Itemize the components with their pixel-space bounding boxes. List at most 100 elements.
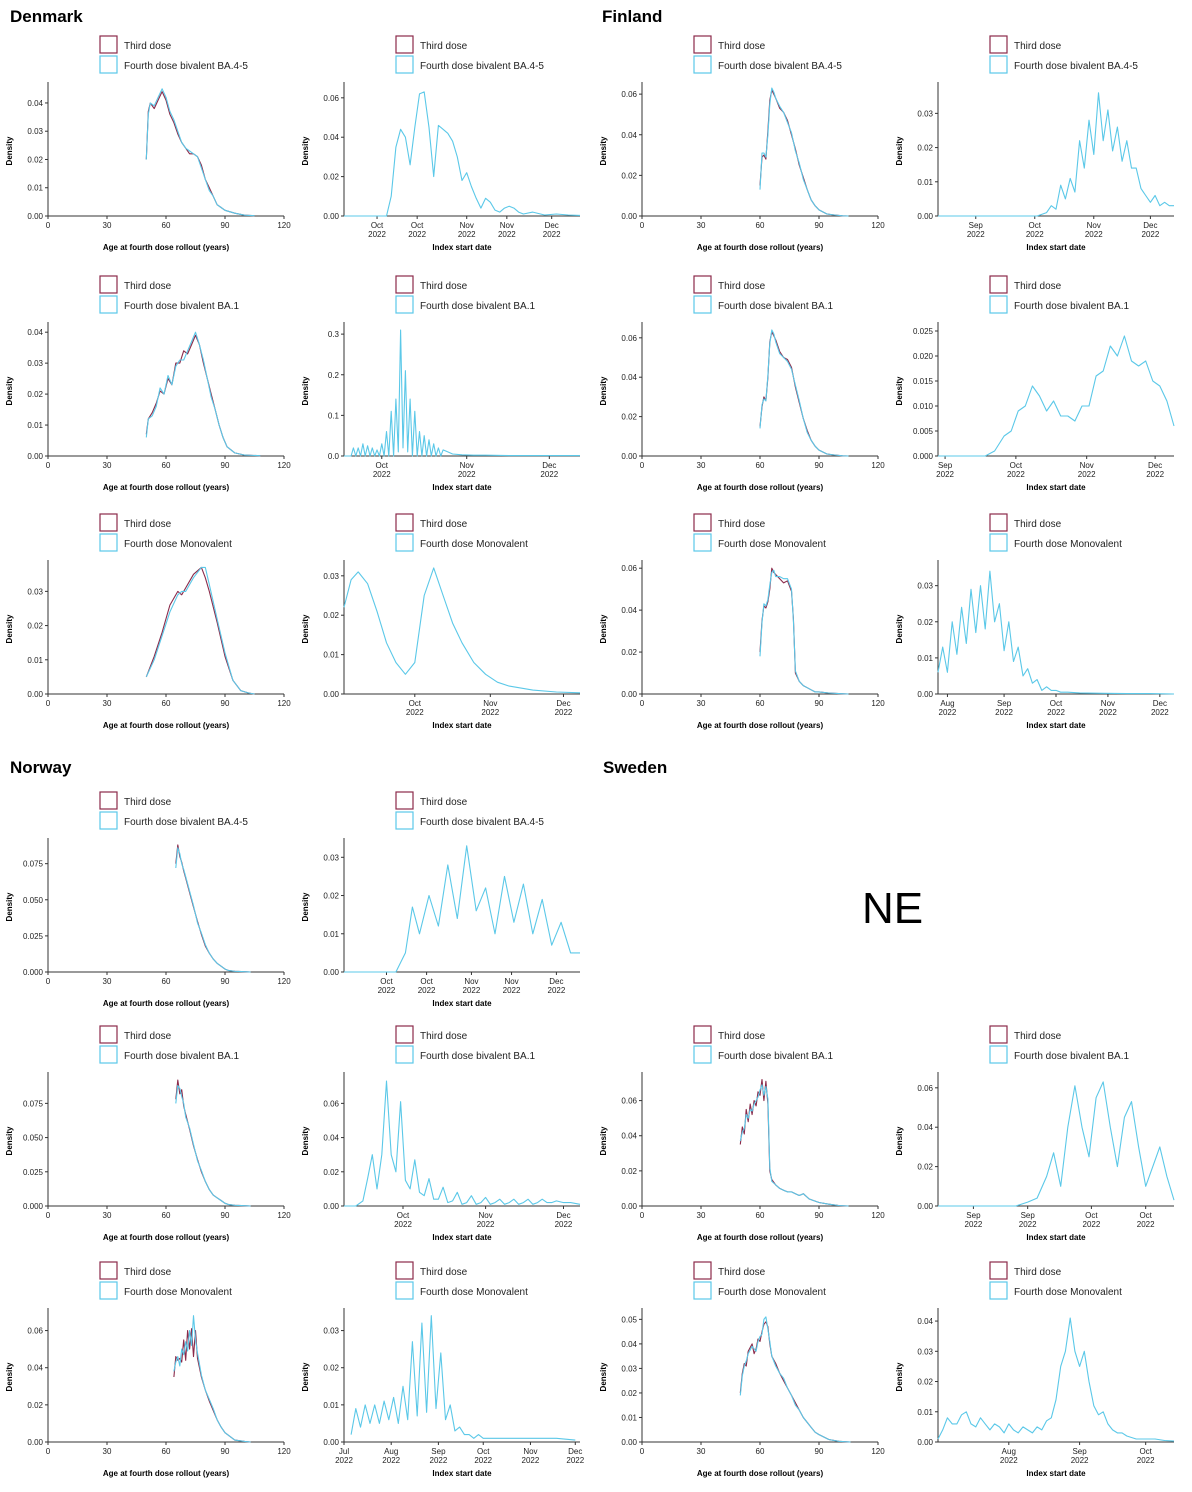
y-axis-label: Density [5, 1126, 14, 1155]
x-tick-label: Oct [380, 977, 393, 986]
legend-item-fourth-dose: Fourth dose bivalent BA.4-5 [693, 55, 842, 74]
x-tick-label: 2022 [936, 470, 954, 479]
legend-label: Third dose [718, 1267, 766, 1278]
x-tick-label: 2022 [1146, 470, 1164, 479]
y-tick-label: 0.06 [621, 564, 637, 573]
series-line-fourth-dose [145, 88, 255, 217]
legend-swatch [989, 513, 1008, 532]
x-tick-label: 90 [221, 461, 230, 470]
y-tick-label: 0.000 [23, 968, 44, 977]
x-tick-label: 2022 [543, 230, 561, 239]
series-line-third-dose [145, 566, 255, 695]
legend-item-fourth-dose: Fourth dose bivalent BA.1 [99, 1045, 240, 1064]
chart-svg: Third dose Fourth dose bivalent BA.4-5 0.0… [5, 791, 291, 1008]
x-tick-label: 2022 [967, 230, 985, 239]
series-line-third-dose [145, 91, 255, 217]
y-tick-label: 0.00 [621, 690, 637, 699]
x-tick-label: 90 [221, 699, 230, 708]
legend-label: Third dose [420, 1031, 468, 1042]
x-axis-label: Age at fourth dose rollout (years) [697, 483, 824, 492]
x-tick-label: 120 [277, 977, 291, 986]
x-tick-label: 2022 [1142, 230, 1160, 239]
x-tick-label: 30 [103, 699, 112, 708]
legend-swatch [99, 55, 118, 74]
x-tick-label: 60 [162, 1211, 171, 1220]
legend-swatch [693, 275, 712, 294]
y-tick-label: 0.06 [27, 1327, 43, 1336]
series-line-fourth-dose [173, 1315, 251, 1443]
x-tick-label: 120 [277, 699, 291, 708]
y-tick-label: 0.00 [323, 1438, 339, 1447]
y-tick-label: 0.02 [917, 618, 933, 627]
legend-swatch [99, 275, 118, 294]
x-axis-label: Index start date [1026, 1469, 1086, 1478]
chart-svg: Third dose Fourth dose Monovalent 0.00 0.01… [895, 513, 1175, 730]
series-line-fourth-dose [938, 335, 1175, 457]
x-tick-label: Jul [339, 1447, 349, 1456]
x-tick-label: 2022 [1083, 1220, 1101, 1229]
x-tick-label: Oct [371, 221, 384, 230]
legend-swatch [693, 1261, 712, 1280]
legend-swatch [99, 35, 118, 54]
x-tick-label: 60 [756, 461, 765, 470]
legend-label: Third dose [124, 1267, 172, 1278]
chart-svg: Third dose Fourth dose bivalent BA.4-5 0.0… [301, 791, 580, 1008]
legend-label: Fourth dose bivalent BA.1 [718, 1051, 834, 1062]
x-tick-label: Nov [1101, 699, 1115, 708]
legend-swatch [989, 533, 1008, 552]
legend-label: Fourth dose Monovalent [1014, 539, 1122, 550]
x-tick-label: Nov [483, 699, 497, 708]
y-axis-label: Density [895, 376, 904, 405]
x-axis-label: Index start date [432, 243, 492, 252]
x-axis-label: Index start date [432, 999, 492, 1008]
x-tick-label: 120 [871, 1211, 885, 1220]
legend-label: Fourth dose bivalent BA.1 [420, 301, 536, 312]
x-tick-label: 120 [277, 1447, 291, 1456]
chart-panel-dk-ba45-date: Third dose Fourth dose bivalent BA.4-5 0.0… [296, 28, 592, 264]
y-axis-label: Density [599, 614, 608, 643]
x-tick-label: 90 [815, 1447, 824, 1456]
x-tick-label: 0 [46, 1447, 51, 1456]
legend-item-third-dose: Third dose [395, 1261, 468, 1280]
chart-panel-no-ba1-date: Third dose Fourth dose bivalent BA.1 0.00 0… [296, 1018, 592, 1254]
y-tick-label: 0.06 [917, 1084, 933, 1093]
x-tick-label: Sep [1021, 1211, 1036, 1220]
y-tick-label: 0.02 [27, 1401, 43, 1410]
x-tick-label: Oct [1050, 699, 1063, 708]
legend-item-third-dose: Third dose [693, 513, 766, 532]
chart-panel-no-ba45-age: Third dose Fourth dose bivalent BA.4-5 0.0… [0, 784, 296, 1020]
legend-item-third-dose: Third dose [99, 513, 172, 532]
legend-swatch [395, 811, 414, 830]
country-title-denmark: Denmark [10, 7, 83, 26]
x-tick-label: 90 [815, 461, 824, 470]
y-tick-label: 0.025 [913, 327, 934, 336]
legend-swatch [395, 1045, 414, 1064]
chart-panel-no-ba1-age: Third dose Fourth dose bivalent BA.1 0.000… [0, 1018, 296, 1254]
legend-item-fourth-dose: Fourth dose Monovalent [395, 533, 528, 552]
x-axis-label: Age at fourth dose rollout (years) [697, 243, 824, 252]
x-tick-label: Nov [1087, 221, 1101, 230]
y-tick-label: 0.02 [323, 892, 339, 901]
legend-label: Third dose [1014, 1267, 1062, 1278]
series-line-fourth-dose [938, 1081, 1175, 1207]
x-tick-label: 2022 [555, 1220, 573, 1229]
x-tick-label: 30 [697, 1447, 706, 1456]
legend-swatch [989, 275, 1008, 294]
y-tick-label: 0.01 [323, 1401, 339, 1410]
x-tick-label: 0 [640, 699, 645, 708]
legend-swatch [395, 295, 414, 314]
x-tick-label: 0 [46, 977, 51, 986]
legend-label: Fourth dose Monovalent [124, 1287, 232, 1298]
chart-panel-se-ba1-date: Third dose Fourth dose bivalent BA.1 0.00 0… [890, 1018, 1186, 1254]
x-axis-label: Index start date [1026, 721, 1086, 730]
y-axis-label: Density [5, 376, 14, 405]
legend-swatch [395, 1025, 414, 1044]
series-line-third-dose [759, 567, 849, 695]
legend-item-fourth-dose: Fourth dose bivalent BA.4-5 [395, 55, 544, 74]
series-line-fourth-dose [175, 1085, 251, 1207]
legend-swatch [989, 1281, 1008, 1300]
chart-svg: Third dose Fourth dose bivalent BA.4-5 0.0… [5, 35, 291, 252]
legend-item-third-dose: Third dose [989, 275, 1062, 294]
y-axis-label: Density [599, 1362, 608, 1391]
